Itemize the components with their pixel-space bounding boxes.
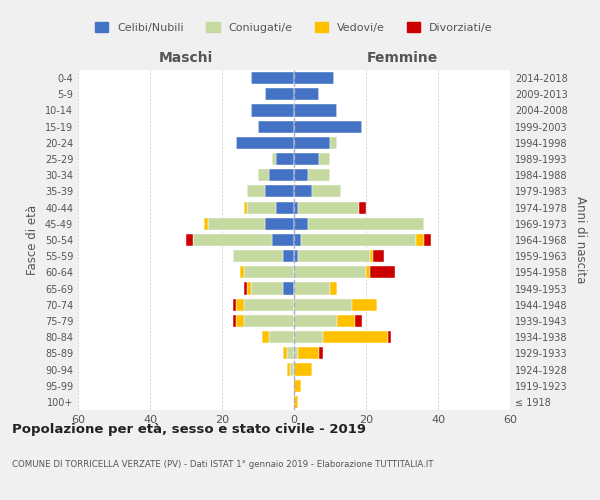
Bar <box>319 348 323 360</box>
Bar <box>424 234 431 246</box>
Bar <box>258 120 294 132</box>
Bar <box>247 202 276 213</box>
Bar <box>294 315 337 327</box>
Bar <box>283 282 294 294</box>
Bar <box>298 348 319 360</box>
Bar <box>251 282 283 294</box>
Bar <box>294 169 308 181</box>
Bar <box>294 120 362 132</box>
Bar <box>244 315 294 327</box>
Bar <box>251 72 294 84</box>
Text: Femmine: Femmine <box>367 51 437 65</box>
Bar <box>236 298 244 311</box>
Bar <box>294 298 352 311</box>
Bar <box>366 266 370 278</box>
Bar <box>308 218 424 230</box>
Bar <box>370 250 373 262</box>
Bar <box>294 266 366 278</box>
Bar <box>294 186 312 198</box>
Bar <box>294 380 301 392</box>
Bar <box>258 169 269 181</box>
Bar <box>294 104 337 117</box>
Bar <box>330 282 337 294</box>
Bar <box>262 331 269 343</box>
Bar <box>244 282 247 294</box>
Bar <box>290 364 294 376</box>
Bar <box>294 218 308 230</box>
Bar <box>416 234 424 246</box>
Bar <box>388 331 391 343</box>
Bar <box>186 234 193 246</box>
Bar <box>204 218 208 230</box>
Bar <box>312 186 341 198</box>
Bar <box>236 315 244 327</box>
Bar <box>355 315 362 327</box>
Bar <box>319 153 330 165</box>
Bar <box>301 234 416 246</box>
Bar <box>193 234 272 246</box>
Bar <box>287 364 290 376</box>
Bar <box>298 250 370 262</box>
Bar <box>247 186 265 198</box>
Bar <box>272 234 294 246</box>
Bar <box>294 137 330 149</box>
Bar <box>233 298 236 311</box>
Bar <box>236 137 294 149</box>
Bar <box>244 266 294 278</box>
Bar <box>294 202 298 213</box>
Bar <box>233 250 283 262</box>
Text: Maschi: Maschi <box>159 51 213 65</box>
Bar <box>294 153 319 165</box>
Bar <box>233 315 236 327</box>
Bar <box>244 202 247 213</box>
Bar <box>265 218 294 230</box>
Bar <box>294 72 334 84</box>
Bar <box>247 282 251 294</box>
Bar <box>265 186 294 198</box>
Bar <box>330 137 337 149</box>
Bar <box>373 250 384 262</box>
Bar <box>294 348 298 360</box>
Bar <box>276 153 294 165</box>
Bar <box>294 364 312 376</box>
Bar <box>240 266 244 278</box>
Bar <box>294 282 330 294</box>
Bar <box>352 298 377 311</box>
Bar <box>244 298 294 311</box>
Bar <box>283 348 287 360</box>
Bar <box>308 169 330 181</box>
Bar <box>337 315 355 327</box>
Bar <box>283 250 294 262</box>
Bar <box>208 218 265 230</box>
Bar <box>251 104 294 117</box>
Text: Popolazione per età, sesso e stato civile - 2019: Popolazione per età, sesso e stato civil… <box>12 422 366 436</box>
Text: COMUNE DI TORRICELLA VERZATE (PV) - Dati ISTAT 1° gennaio 2019 - Elaborazione TU: COMUNE DI TORRICELLA VERZATE (PV) - Dati… <box>12 460 433 469</box>
Y-axis label: Anni di nascita: Anni di nascita <box>574 196 587 284</box>
Bar <box>359 202 366 213</box>
Bar <box>272 153 276 165</box>
Legend: Celibi/Nubili, Coniugati/e, Vedovi/e, Divorziati/e: Celibi/Nubili, Coniugati/e, Vedovi/e, Di… <box>91 18 497 38</box>
Bar <box>269 331 294 343</box>
Y-axis label: Fasce di età: Fasce di età <box>26 205 39 275</box>
Bar <box>294 88 319 101</box>
Bar <box>294 331 323 343</box>
Bar <box>294 396 298 408</box>
Bar <box>287 348 294 360</box>
Bar <box>276 202 294 213</box>
Bar <box>294 234 301 246</box>
Bar <box>323 331 388 343</box>
Bar <box>269 169 294 181</box>
Bar <box>294 250 298 262</box>
Bar <box>370 266 395 278</box>
Bar <box>265 88 294 101</box>
Bar <box>298 202 359 213</box>
